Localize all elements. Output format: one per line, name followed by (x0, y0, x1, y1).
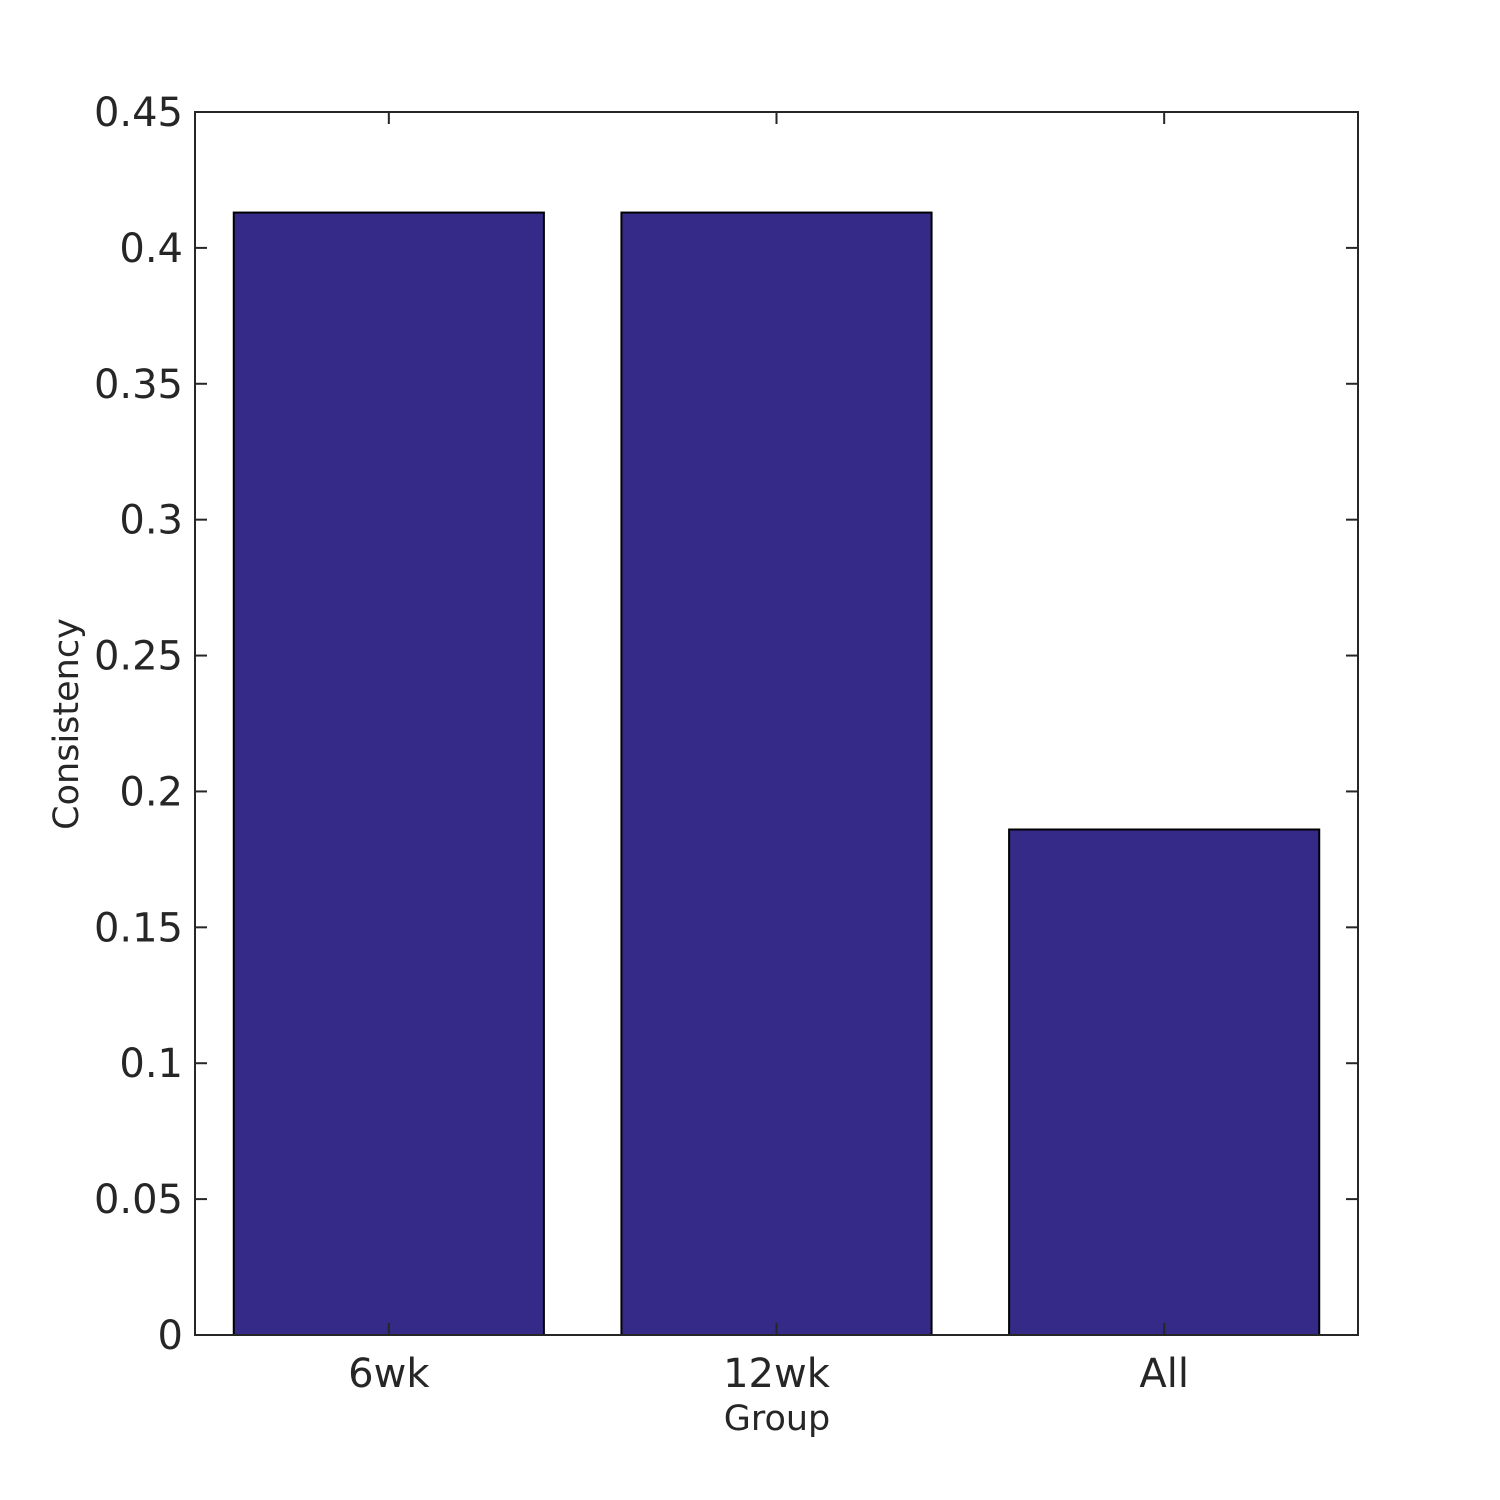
x-tick-labels: 6wk 12wk All (348, 1351, 1189, 1397)
bar-12wk (620, 211, 933, 1337)
x-axis-label: Group (724, 1399, 831, 1439)
bar-6wk (232, 211, 545, 1337)
y-tick-label: 0.25 (94, 634, 183, 680)
y-tick-label: 0.1 (119, 1041, 183, 1087)
x-tick-label: 6wk (348, 1351, 430, 1397)
y-axis-label: Consistency (47, 618, 87, 830)
y-tick-label: 0 (158, 1313, 183, 1359)
y-tick-label: 0.15 (94, 905, 183, 951)
x-tick-label: 12wk (723, 1351, 831, 1397)
y-tick-label: 0.45 (94, 90, 183, 136)
y-tick-label: 0.2 (119, 769, 183, 815)
y-tick-label: 0.4 (119, 226, 183, 272)
plot-frame (194, 111, 1359, 1336)
bar-series (232, 211, 1321, 1337)
y-tick-label: 0.35 (94, 362, 183, 408)
y-tick-labels: 0 0.05 0.1 0.15 0.2 0.25 0.3 0.35 0.4 0.45 (94, 90, 183, 1359)
x-tick-label: All (1139, 1351, 1189, 1397)
bar-All (1008, 828, 1321, 1336)
y-tick-label: 0.3 (119, 498, 183, 544)
y-tick-label: 0.05 (94, 1177, 183, 1223)
